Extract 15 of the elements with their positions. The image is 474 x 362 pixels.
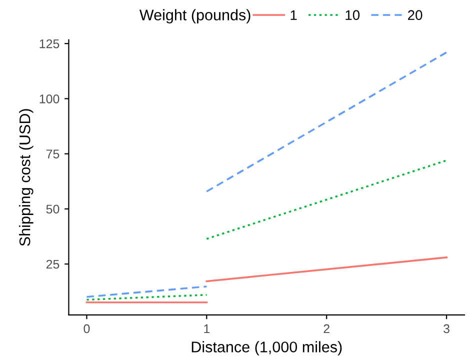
x-axis-title: Distance (1,000 miles) — [192, 341, 342, 356]
y-tick-label: 100 — [40, 94, 60, 104]
legend-label: 20 — [408, 10, 422, 20]
legend-label: 10 — [346, 10, 360, 20]
y-tick-label: 25 — [46, 260, 60, 269]
y-axis-title: Shipping cost (USD) — [19, 109, 34, 246]
y-tick-label: 125 — [40, 39, 60, 48]
y-tick-label: 50 — [46, 204, 60, 214]
x-tick-label: 1 — [204, 324, 210, 334]
legend-title: Weight (pounds) — [139, 9, 250, 24]
legend-label: 1 — [290, 10, 297, 20]
x-tick-label: 3 — [444, 324, 450, 334]
x-tick-label: 2 — [324, 324, 330, 334]
x-tick-label: 0 — [84, 324, 90, 334]
y-tick-label: 75 — [46, 150, 60, 158]
